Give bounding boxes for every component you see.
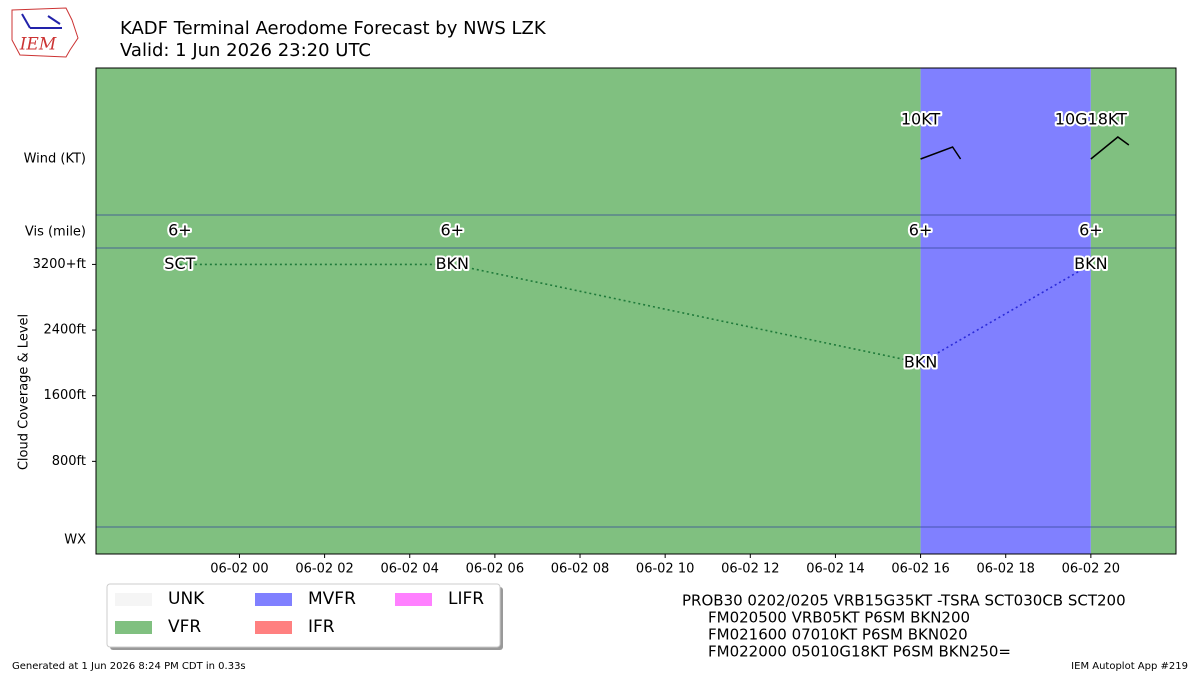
footer-right: IEM Autoplot App #219: [1071, 661, 1188, 672]
y-tick-label: 2400ft: [43, 323, 86, 338]
legend-label: MVFR: [308, 589, 356, 609]
legend-label: UNK: [168, 589, 205, 609]
y-tick-label: 1600ft: [43, 388, 86, 403]
taf-line: FM021600 07010KT P6SM BKN020: [708, 626, 968, 644]
legend-swatch: [395, 593, 432, 606]
x-tick-label: 06-02 00: [210, 562, 268, 577]
legend: [106, 583, 501, 648]
legend-label: IFR: [308, 617, 335, 637]
vis-label: 6+: [441, 221, 465, 240]
flight-category-band: [1090, 68, 1176, 554]
x-tick-label: 06-02 14: [806, 562, 864, 577]
taf-line: FM022000 05010G18KT P6SM BKN250=: [708, 643, 1011, 661]
x-tick-label: 06-02 18: [976, 562, 1034, 577]
x-tick-label: 06-02 20: [1062, 562, 1120, 577]
logo-icon: [21, 13, 62, 29]
cloud-label: BKN: [1074, 254, 1107, 273]
cloud-label: BKN: [436, 254, 469, 273]
vis-label: 6+: [909, 221, 933, 240]
legend-swatch: [255, 593, 292, 606]
legend-swatch: [115, 621, 152, 634]
logo-shape: [11, 7, 79, 58]
logo: IEM: [11, 7, 79, 58]
panel-label: Wind (KT): [24, 152, 86, 167]
cloud-label: BKN: [904, 352, 937, 371]
flight-category-band: [920, 68, 1091, 554]
panel-label: WX: [64, 533, 86, 548]
legend-entries: UNK VFR MVFR IFR LIFR: [115, 589, 484, 637]
panel-label: Vis (mile): [25, 225, 86, 240]
legend-swatch: [255, 621, 292, 634]
cloud-label: SCT: [164, 254, 195, 273]
wind-label: 10G18KT: [1055, 110, 1127, 129]
taf-line: PROB30 0202/0205 VRB15G35KT -TSRA SCT030…: [682, 592, 1126, 610]
y-tick-label: 800ft: [52, 454, 86, 469]
vis-label: 6+: [168, 221, 192, 240]
flight-category-band: [96, 68, 921, 554]
x-tick-label: 06-02 12: [721, 562, 779, 577]
x-tick-label: 06-02 02: [295, 562, 353, 577]
y-tick-label: 3200+ft: [33, 257, 86, 272]
chart-title: KADF Terminal Aerodome Forecast by NWS L…: [120, 18, 547, 39]
legend-label: LIFR: [448, 589, 484, 609]
wind-barb: [920, 146, 962, 160]
plot-frame: [95, 67, 1177, 555]
x-tick-label: 06-02 10: [636, 562, 694, 577]
plot-area: 06-02 00 06-02 02 06-02 04 06-02 06 06-02 08…: [33, 67, 1177, 577]
taf-text: PROB30 0202/0205 VRB15G35KT -TSRA SCT030…: [682, 592, 1126, 661]
x-tick-label: 06-02 16: [891, 562, 949, 577]
x-tick-label: 06-02 08: [551, 562, 609, 577]
y-axis-label: Cloud Coverage & Level: [17, 314, 32, 470]
taf-line: FM020500 VRB05KT P6SM BKN200: [708, 609, 970, 627]
footer-left: Generated at 1 Jun 2026 8:24 PM CDT in 0…: [12, 661, 246, 672]
chart-subtitle: Valid: 1 Jun 2026 23:20 UTC: [120, 40, 371, 61]
wind-label: 10KT: [901, 110, 941, 129]
legend-swatch: [115, 593, 152, 606]
vis-label: 6+: [1079, 221, 1103, 240]
legend-label: VFR: [168, 617, 201, 637]
wind-barb: [1090, 136, 1130, 160]
x-tick-label: 06-02 06: [466, 562, 524, 577]
x-tick-label: 06-02 04: [381, 562, 439, 577]
logo-text: IEM: [19, 35, 57, 55]
